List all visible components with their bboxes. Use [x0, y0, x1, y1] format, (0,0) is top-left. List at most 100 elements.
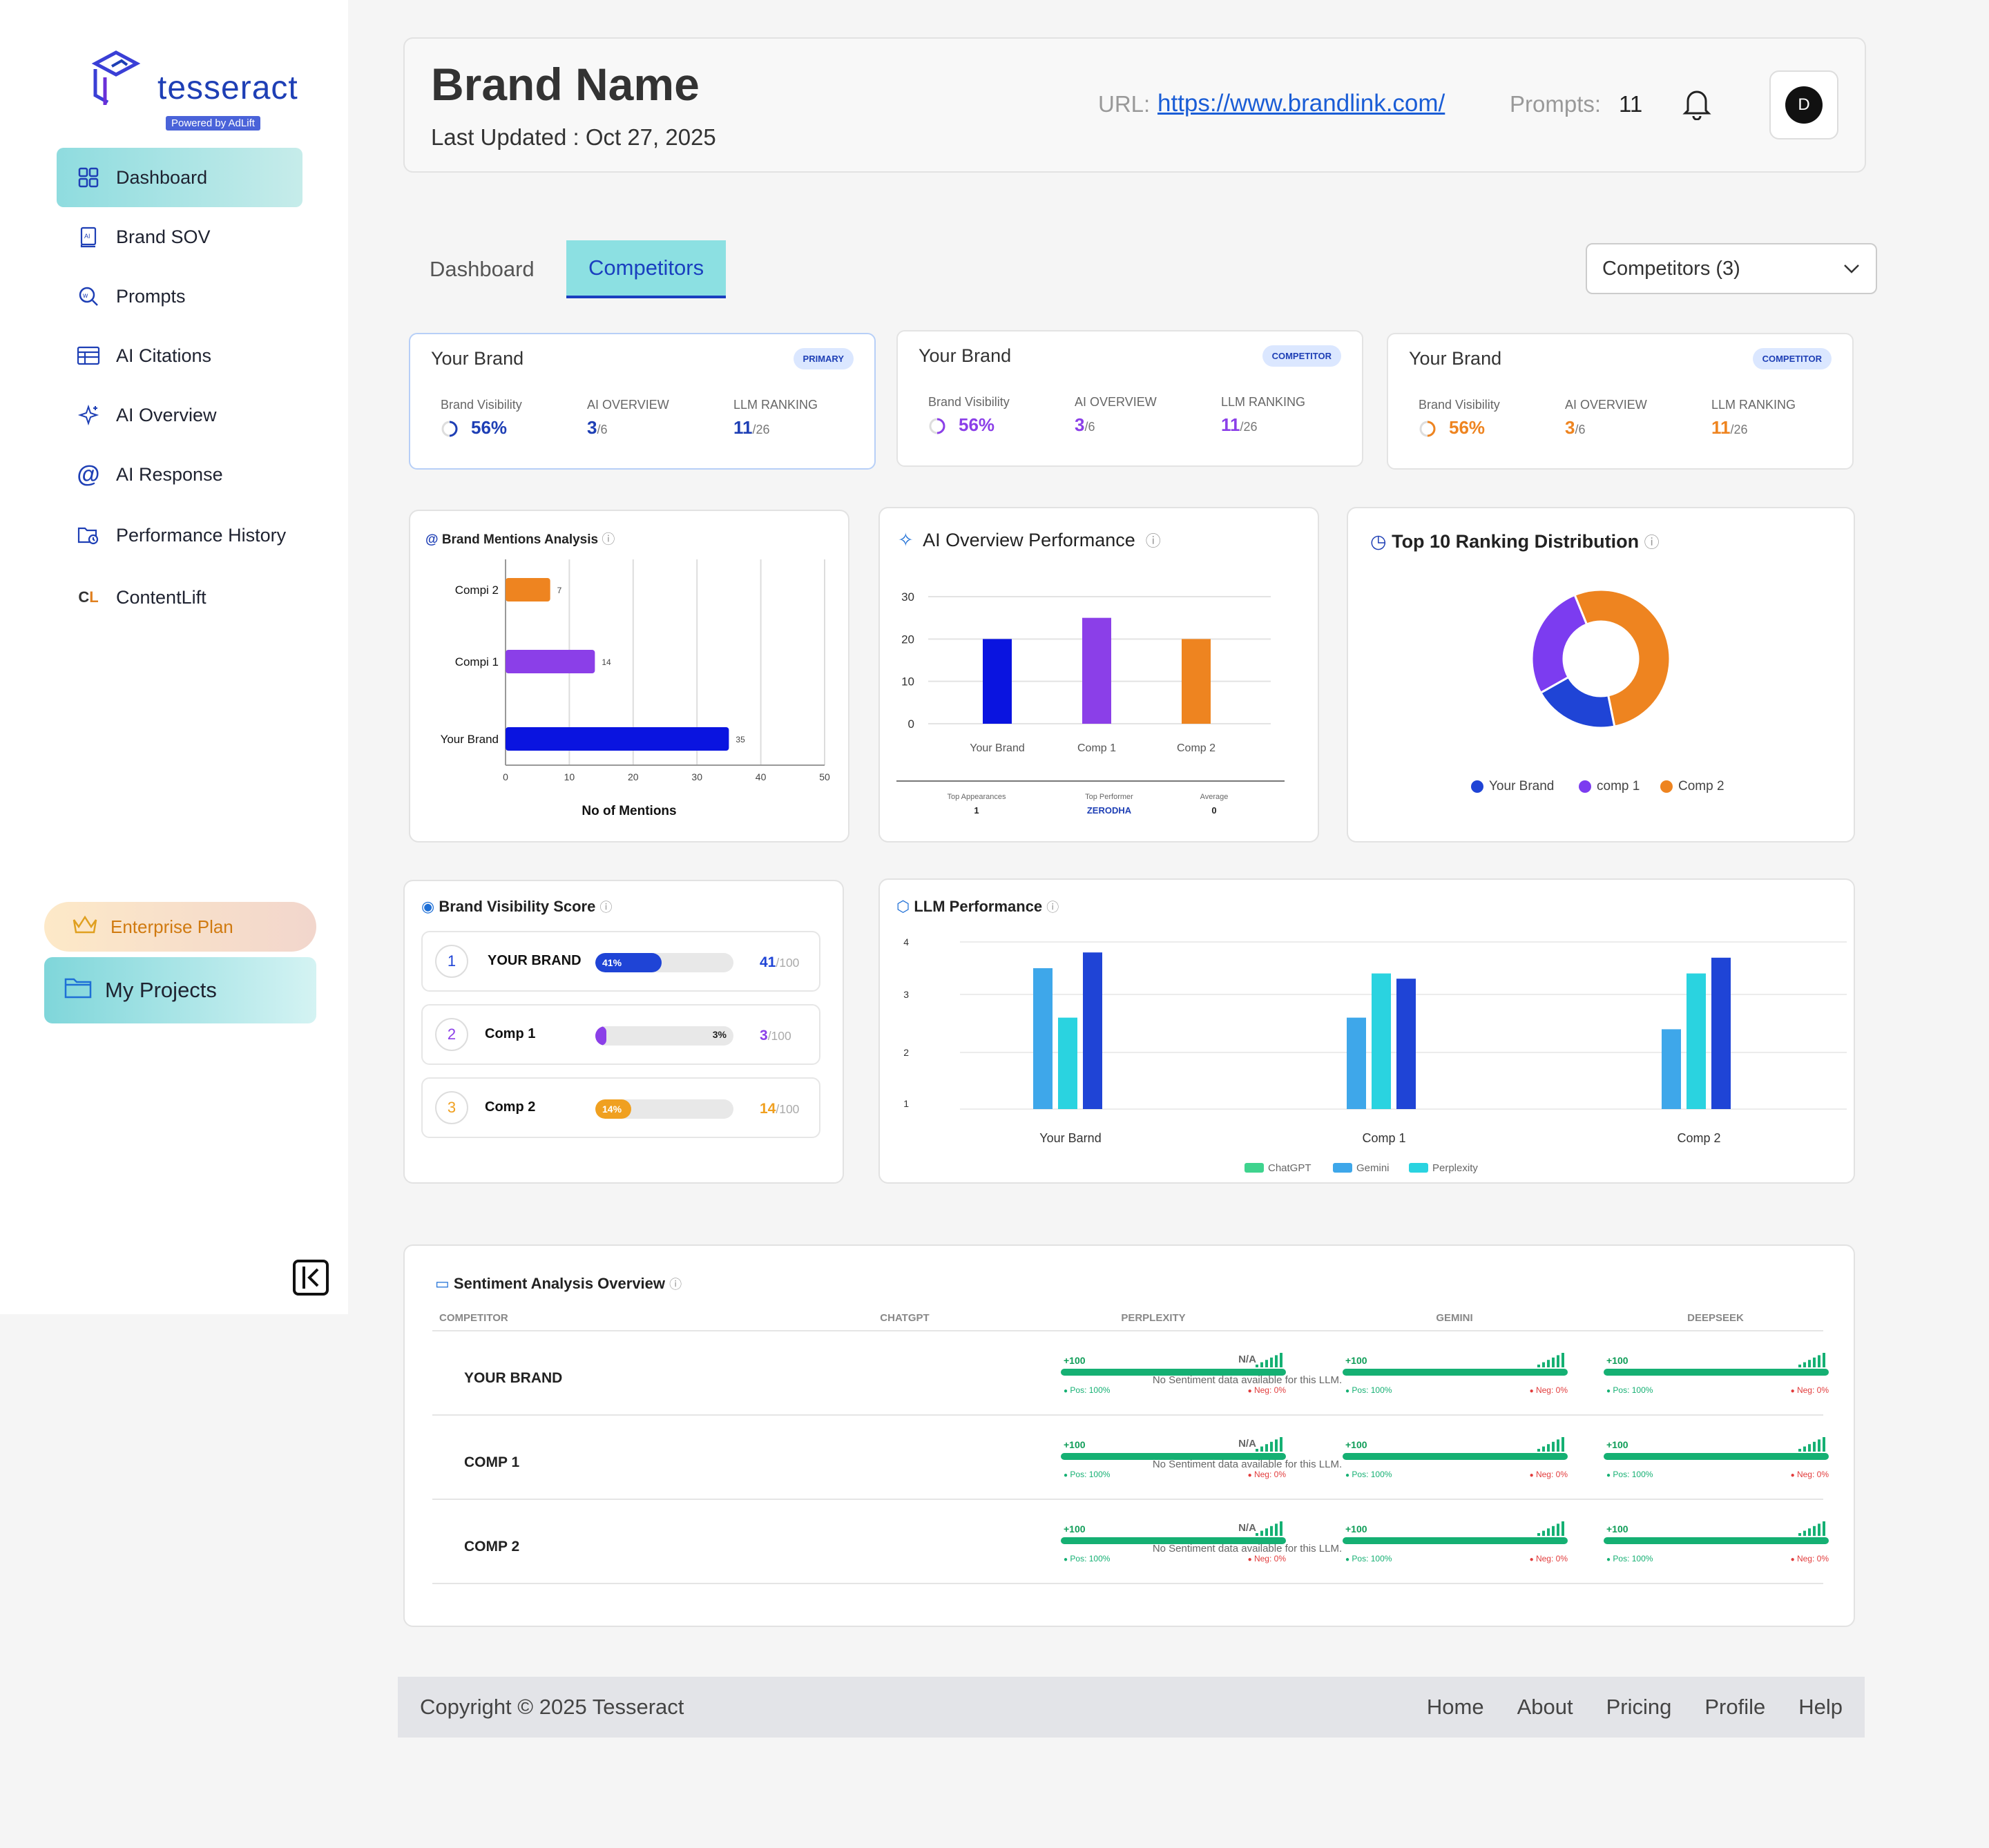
ai-overview-value: 3/6 [1075, 414, 1095, 435]
ai-overview-title: ✧ AI Overview Performance ⓘ [898, 530, 1161, 550]
brand-card[interactable]: Your Brand COMPETITOR Brand Visibility AI O… [896, 330, 1363, 467]
data-label: 7 [557, 586, 562, 595]
signal-bars-icon [1798, 1437, 1825, 1452]
sentiment-score: +100 [1606, 1439, 1628, 1450]
bar [1058, 1017, 1077, 1109]
table-icon [76, 343, 101, 368]
info-icon[interactable]: ⓘ [599, 901, 613, 914]
sidebar-item-ai-overview[interactable]: AI Overview [57, 385, 302, 445]
chat-icon: ▭ [435, 1275, 450, 1292]
y-tick-label: 30 [901, 590, 914, 604]
y-tick-label: 3 [903, 989, 909, 1000]
tab-dashboard[interactable]: Dashboard [430, 257, 535, 281]
page-title: Brand Name [431, 59, 700, 110]
competitor-name: COMP 2 [464, 1539, 520, 1555]
chatgpt-na: N/A [1238, 1522, 1256, 1534]
chevron-down-icon [1844, 264, 1859, 273]
signal-bars-icon [1256, 1437, 1282, 1452]
prompts-label: Prompts: [1510, 91, 1602, 117]
at-icon: @ [425, 532, 439, 547]
ai-overview-label: AI OVERVIEW [1075, 395, 1157, 409]
stat-value: 1 [974, 805, 979, 816]
y-tick-label: 0 [908, 718, 914, 731]
collapse-sidebar-icon[interactable] [291, 1258, 330, 1297]
brand-card[interactable]: Your Brand COMPETITOR Brand Visibility AI O… [1387, 333, 1854, 470]
negative-pct: ● Neg: 0% [1247, 1554, 1286, 1563]
signal-bars-icon [1537, 1521, 1564, 1536]
sidebar-item-ai-citations[interactable]: AI Citations [57, 326, 302, 385]
y-tick-label: 4 [903, 936, 909, 947]
sidebar-item-prompts[interactable]: w Prompts [57, 267, 302, 326]
signal-bars-icon [1537, 1353, 1564, 1367]
info-icon[interactable]: ⓘ [1644, 534, 1660, 551]
category-label: Your Brand [970, 742, 1024, 754]
category-label: Compi 1 [455, 655, 499, 668]
progress-label: 41% [602, 957, 622, 968]
x-tick-label: 40 [756, 771, 767, 782]
info-icon[interactable]: ⓘ [669, 1278, 682, 1291]
info-icon[interactable]: ⓘ [602, 532, 615, 547]
footer-link-help[interactable]: Help [1798, 1695, 1843, 1719]
x-tick-label: 10 [564, 771, 575, 782]
legend-label: Your Brand [1489, 779, 1555, 793]
visibility-progress-fill: 41% [595, 953, 662, 972]
bar [1687, 973, 1706, 1109]
visibility-progress-fill [595, 1026, 606, 1046]
visibility-row: 2 Comp 1 3% 3/100 [421, 1004, 820, 1065]
signal-bars-icon [1537, 1437, 1564, 1452]
table-row: COMP 1 N/A No Sentiment data available for… [432, 1414, 1829, 1499]
legend-swatch [1245, 1163, 1264, 1173]
footer-link-profile[interactable]: Profile [1704, 1695, 1766, 1719]
data-label: 35 [736, 735, 745, 744]
sidebar-item-label: Prompts [116, 285, 186, 307]
donut-slice [1573, 588, 1671, 728]
visibility-label: Brand Visibility [928, 395, 1010, 409]
sentiment-score: +100 [1064, 1523, 1086, 1534]
avatar-button[interactable]: D [1769, 70, 1838, 139]
sentiment-cell: +100 ● Pos: 100% ● Neg: 0% [1343, 1521, 1568, 1586]
legend-item: Your Brand [1471, 779, 1554, 794]
ai-overview-label: AI OVERVIEW [1565, 398, 1647, 412]
bell-icon[interactable] [1681, 86, 1713, 120]
table-row: COMP 2 N/A No Sentiment data available for… [432, 1499, 1829, 1586]
sidebar-item-dashboard[interactable]: Dashboard [57, 148, 302, 207]
sentiment-card: ▭ Sentiment Analysis Overview ⓘ [403, 1244, 1855, 1627]
brand-url-link[interactable]: https://www.brandlink.com/ [1157, 90, 1445, 117]
positive-pct: ● Pos: 100% [1345, 1470, 1392, 1479]
column-header: CHATGPT [880, 1312, 930, 1324]
sidebar-item-ai-response[interactable]: @ AI Response [57, 445, 302, 504]
rank-number: 2 [435, 1018, 468, 1051]
ai-overview-chart: 0 10 20 30 Your Brand Comp 1 Comp 2 [901, 590, 1271, 754]
brand-card-badge: COMPETITOR [1262, 345, 1341, 367]
eye-icon: ◉ [421, 898, 435, 915]
sparkle-icon [76, 403, 101, 427]
competitor-name: COMP 1 [464, 1454, 520, 1470]
legend-swatch [1333, 1163, 1352, 1173]
bar [1082, 617, 1111, 724]
sidebar-item-label: Performance History [116, 524, 287, 546]
sentiment-cell: +100 ● Pos: 100% ● Neg: 0% [1604, 1437, 1829, 1501]
stat-label: Top Appearances [947, 793, 1006, 801]
sentiment-cell: +100 ● Pos: 100% ● Neg: 0% [1604, 1353, 1829, 1417]
info-icon[interactable]: ⓘ [1145, 532, 1161, 550]
sidebar-item-performance-history[interactable]: Performance History [57, 506, 302, 565]
footer-link-about[interactable]: About [1517, 1695, 1573, 1719]
sidebar-item-brand-sov[interactable]: AI Brand SOV [57, 207, 302, 267]
info-icon[interactable]: ⓘ [1046, 901, 1059, 914]
logo-badge: Powered by AdLift [166, 116, 260, 131]
competitors-select[interactable]: Competitors (3) [1586, 243, 1877, 294]
llm-ranking-value: 11/26 [1711, 417, 1748, 438]
donut-slice [1530, 593, 1588, 695]
my-projects-button[interactable]: My Projects [44, 957, 316, 1023]
brand-card[interactable]: Your Brand PRIMARY Brand Visibility AI OVER… [409, 333, 876, 470]
llm-ranking-label: LLM RANKING [733, 398, 818, 412]
enterprise-plan-button[interactable]: Enterprise Plan [44, 902, 316, 952]
footer-link-pricing[interactable]: Pricing [1606, 1695, 1672, 1719]
negative-pct: ● Neg: 0% [1529, 1554, 1568, 1563]
visibility-name: Comp 2 [485, 1099, 536, 1115]
footer-link-home[interactable]: Home [1426, 1695, 1484, 1719]
tab-competitors[interactable]: Competitors [566, 240, 727, 298]
negative-pct: ● Neg: 0% [1247, 1385, 1286, 1395]
legend-item: Comp 2 [1660, 779, 1724, 794]
